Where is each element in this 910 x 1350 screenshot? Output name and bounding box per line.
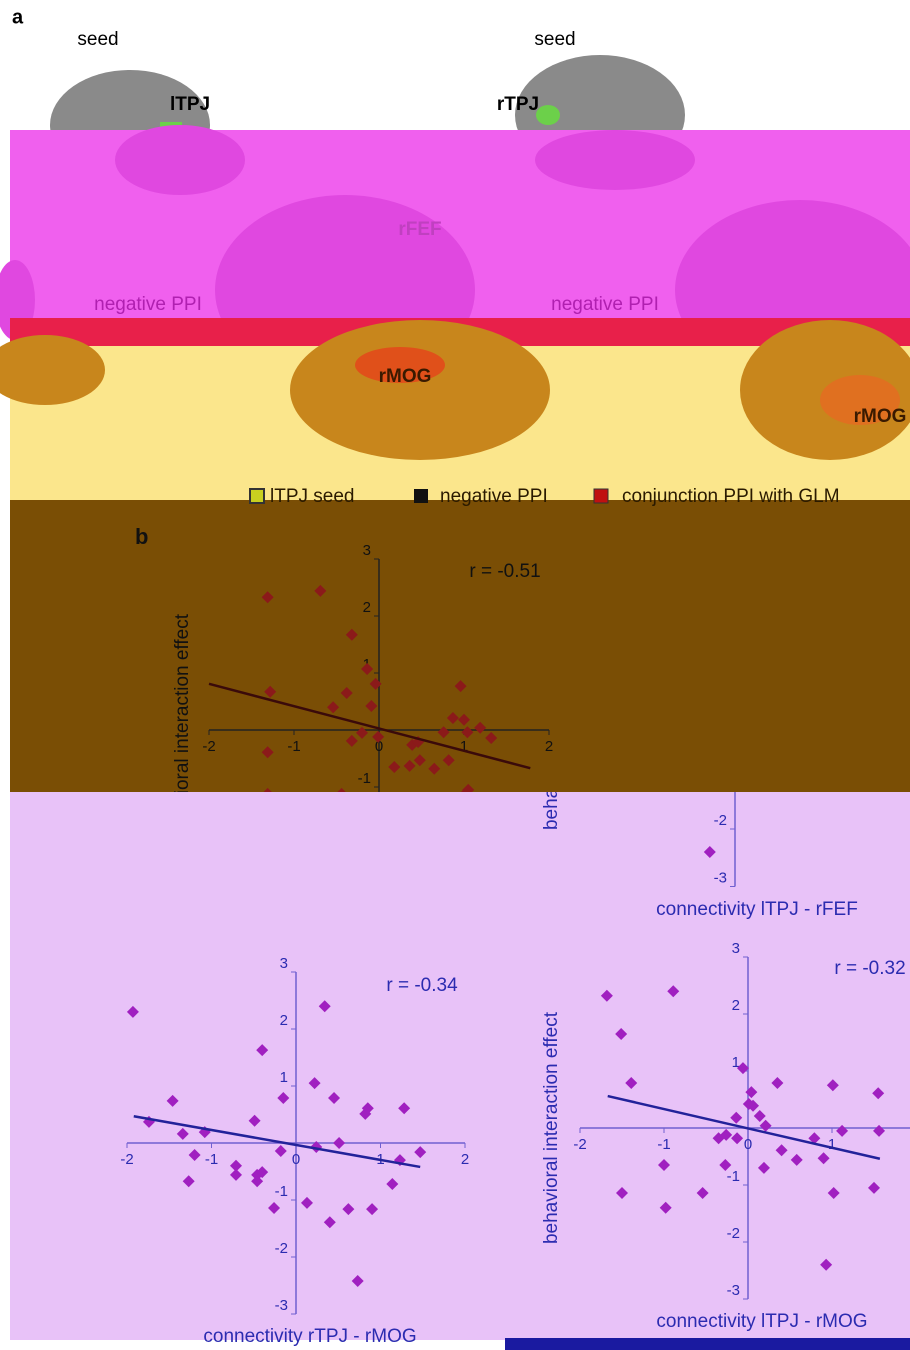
y-tick-label: -2 bbox=[714, 812, 727, 829]
legend-swatch bbox=[594, 489, 608, 503]
x-tick-label: -2 bbox=[120, 1151, 133, 1168]
region-label: lTPJ bbox=[170, 94, 210, 115]
y-tick-label: -1 bbox=[275, 1183, 288, 1200]
panel-label: b bbox=[135, 524, 148, 549]
y-tick-label: -3 bbox=[714, 869, 727, 886]
figure: a seed seed lTPJ rTPJ rFEF negative PPI … bbox=[0, 0, 910, 1350]
x-tick-label: 1 bbox=[828, 1136, 836, 1153]
x-tick-label: 2 bbox=[461, 1151, 469, 1168]
region-label: rMOG bbox=[854, 406, 907, 427]
x-tick-label: -1 bbox=[287, 738, 300, 755]
band-lavender bbox=[10, 792, 910, 1340]
x-axis-label: connectivity lTPJ - rMOG bbox=[656, 1311, 867, 1332]
group-label: negative PPI bbox=[551, 294, 659, 315]
x-tick-label: 0 bbox=[744, 1136, 752, 1153]
y-tick-label: 2 bbox=[732, 997, 740, 1014]
x-tick-label: 0 bbox=[292, 1151, 300, 1168]
x-axis-label: connectivity rTPJ - rMOG bbox=[203, 1326, 416, 1347]
y-tick-label: 3 bbox=[732, 940, 740, 957]
band-blue bbox=[505, 1338, 910, 1350]
annotation: r = -0.34 bbox=[386, 975, 458, 996]
y-tick-label: 1 bbox=[280, 1069, 288, 1086]
y-axis-label: behavioral interaction effect bbox=[541, 1011, 562, 1244]
x-tick-label: -2 bbox=[202, 738, 215, 755]
y-tick-label: 3 bbox=[280, 955, 288, 972]
seed-label: seed bbox=[534, 29, 575, 50]
x-tick-label: -1 bbox=[205, 1151, 218, 1168]
y-tick-label: -3 bbox=[275, 1297, 288, 1314]
y-tick-label: -2 bbox=[727, 1225, 740, 1242]
region-label: rFEF bbox=[398, 219, 441, 240]
x-tick-label: -2 bbox=[573, 1136, 586, 1153]
legend: lTPJ seed negative PPI conjunction PPI w… bbox=[250, 486, 840, 507]
seed-label: seed bbox=[77, 29, 118, 50]
y-tick-label: 2 bbox=[363, 599, 371, 616]
legend-label: negative PPI bbox=[440, 486, 548, 507]
y-tick-label: 2 bbox=[280, 1012, 288, 1029]
x-tick-label: -1 bbox=[657, 1136, 670, 1153]
legend-swatch bbox=[414, 489, 428, 503]
x-axis-label: connectivity lTPJ - rFEF bbox=[656, 899, 858, 920]
legend-label: conjunction PPI with GLM bbox=[622, 486, 840, 507]
region-label: rTPJ bbox=[497, 94, 539, 115]
panel-label: a bbox=[12, 6, 24, 28]
region-label: rMOG bbox=[379, 366, 432, 387]
legend-label: lTPJ seed bbox=[270, 486, 354, 507]
legend-swatch bbox=[250, 489, 264, 503]
annotation: r = -0.32 bbox=[834, 958, 905, 979]
y-tick-label: -1 bbox=[358, 770, 371, 787]
annotation: r = -0.51 bbox=[469, 561, 540, 582]
y-tick-label: -2 bbox=[275, 1240, 288, 1257]
y-tick-label: -3 bbox=[727, 1282, 740, 1299]
y-tick-label: -1 bbox=[727, 1168, 740, 1185]
x-tick-label: 2 bbox=[545, 738, 553, 755]
y-tick-label: 3 bbox=[363, 542, 371, 559]
group-label: negative PPI bbox=[94, 294, 202, 315]
